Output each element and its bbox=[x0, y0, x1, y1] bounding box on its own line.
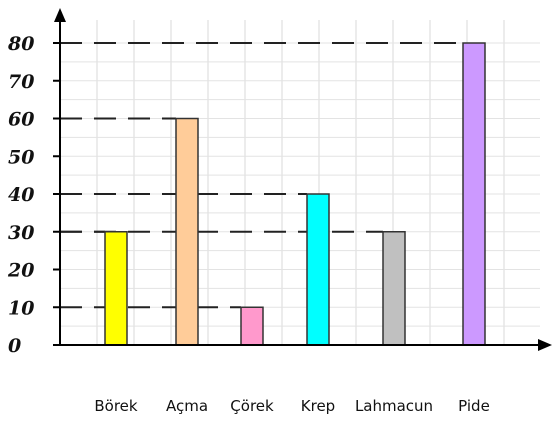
category-label: Pide bbox=[458, 397, 490, 415]
category-labels: Börek Açma Çörek Krep Lahmacun Pide bbox=[94, 397, 489, 415]
y-tick-label: 50 bbox=[8, 146, 34, 168]
bar bbox=[382, 231, 406, 346]
category-label: Lahmacun bbox=[355, 397, 433, 415]
y-tick-label: 20 bbox=[7, 260, 34, 282]
y-tick-labels: 0 10 20 30 40 50 60 70 80 bbox=[7, 33, 60, 357]
category-label: Krep bbox=[301, 397, 335, 415]
bar bbox=[306, 193, 330, 346]
y-tick-label: 40 bbox=[8, 184, 34, 206]
x-axis-arrow bbox=[538, 339, 552, 351]
y-tick-label: 60 bbox=[8, 109, 34, 131]
y-axis-arrow bbox=[54, 8, 66, 22]
axes bbox=[54, 8, 552, 351]
bars bbox=[104, 42, 486, 346]
category-label: Börek bbox=[94, 397, 138, 415]
category-label: Çörek bbox=[230, 397, 274, 415]
bar bbox=[175, 117, 199, 346]
bar bbox=[462, 42, 486, 346]
y-tick-label: 70 bbox=[8, 71, 34, 93]
y-tick-label: 0 bbox=[8, 335, 21, 357]
bar bbox=[240, 306, 264, 346]
y-tick-label: 80 bbox=[7, 33, 34, 55]
y-tick-label: 10 bbox=[8, 297, 34, 319]
category-label: Açma bbox=[166, 397, 208, 415]
y-tick-label: 30 bbox=[8, 222, 34, 244]
bar bbox=[104, 231, 128, 346]
